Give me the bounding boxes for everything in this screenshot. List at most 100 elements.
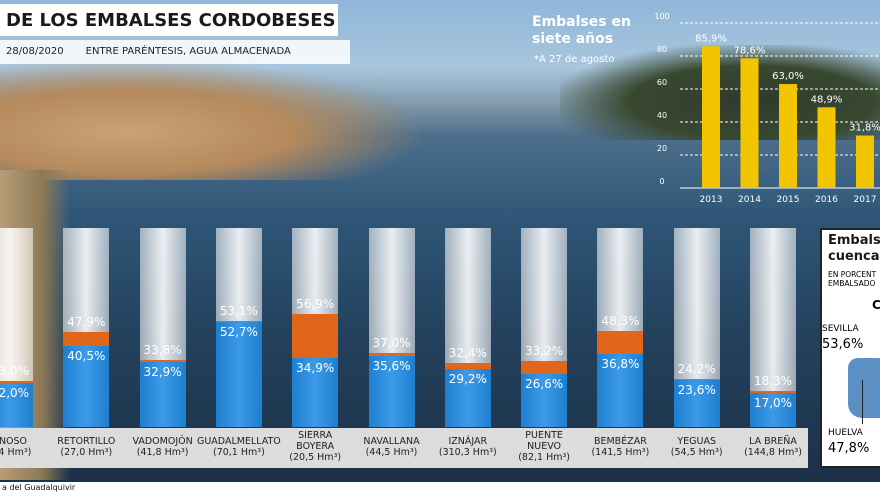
previous-value-label: 32,4% — [448, 345, 487, 360]
current-level-bar — [139, 361, 186, 427]
year-value-label: 48,9% — [811, 94, 843, 105]
reservoir-name-label: ENOSO(..4 Hm³) — [0, 436, 31, 458]
y-tick-label: 0 — [659, 177, 664, 186]
panel-subtitle-line2: EMBALSADO — [828, 279, 876, 288]
previous-value-label: 33,2% — [525, 343, 564, 358]
y-tick-label: 40 — [657, 111, 667, 120]
panel-subtitle-line1: EN PORCENT — [828, 270, 877, 279]
current-value-label: ..2,0% — [0, 386, 30, 401]
current-value-label: 17,0% — [753, 396, 793, 411]
y-tick-label: 20 — [657, 144, 667, 153]
year-value-label: 78,6% — [734, 45, 766, 56]
reservoir-name-label: NAVALLANA (44,5 Hm³) — [363, 436, 419, 458]
reservoir-name: VADOMOJÓN — [132, 436, 193, 447]
previous-value-label: 24,2% — [677, 361, 716, 376]
storage-label: (44,5 Hm³) — [365, 447, 418, 458]
city-label-c: C — [872, 298, 880, 312]
previous-value-label: ..3,0% — [0, 364, 30, 379]
current-value-label: 36,8% — [601, 356, 640, 371]
current-level-bar — [673, 380, 720, 427]
current-value-label: 34,9% — [296, 360, 335, 375]
current-value-label: 35,6% — [372, 359, 411, 374]
reservoir-name: RETORTILLO — [57, 436, 116, 447]
current-level-bar — [444, 368, 491, 427]
panel-subtitle: EN PORCENT EMBALSADO — [828, 270, 876, 288]
year-bar — [779, 84, 797, 188]
year-value-label: 31,8% — [849, 123, 880, 134]
previous-value-label: 56,9% — [296, 296, 335, 311]
source-footer: a del Guadalquivir — [0, 482, 880, 495]
current-level-bar — [521, 374, 568, 427]
year-value-label: 85,9% — [695, 33, 727, 44]
storage-label: (70,1 Hm³) — [212, 447, 265, 458]
reservoir-name-label: RETORTILLO (27,0 Hm³) — [57, 436, 115, 458]
panel-title-line1: Embalse — [828, 233, 880, 248]
reservoir-name: BEMBÉZAR — [593, 436, 647, 447]
current-level-bar — [292, 357, 339, 427]
title-box: DE LOS EMBALSES CORDOBESES — [0, 4, 338, 36]
previous-value-label: 48,3% — [601, 313, 640, 328]
y-tick-label: 100 — [654, 12, 669, 21]
year-bar — [740, 58, 759, 189]
storage-label: (41,8 Hm³) — [136, 447, 189, 458]
current-level-bar — [597, 353, 644, 427]
current-value-label: 40,5% — [67, 349, 106, 364]
note: ENTRE PARÉNTESIS, AGUA ALMACENADA — [85, 46, 291, 57]
year-tick-label: 2014 — [738, 195, 761, 205]
hillside-photo — [0, 60, 420, 180]
current-value-label: 23,6% — [677, 383, 716, 398]
storage-label: (144,8 Hm³) — [744, 447, 802, 458]
storage-label: (54,5 Hm³) — [670, 447, 723, 458]
city-huelva: HUELVA — [828, 428, 863, 438]
year-tick-label: 2013 — [700, 195, 723, 205]
years-chart-subtitle: *A 27 de agosto — [534, 54, 615, 65]
reservoir-name: ENOSO — [0, 436, 28, 447]
reservoir-name: YEGUAS — [677, 436, 717, 447]
reservoir-tube — [139, 228, 186, 427]
year-tick-label: 2016 — [815, 195, 838, 205]
reservoir-name-label: GUADALMELLATO (70,1 Hm³) — [197, 436, 281, 458]
arrow-icon — [862, 380, 863, 424]
previous-value-label: 37,0% — [372, 336, 411, 351]
current-level-bar — [750, 393, 796, 427]
current-value-label: 52,7% — [219, 325, 258, 340]
reservoir-name-label: PUENTE NUEVO (82,1 Hm³) — [518, 430, 570, 463]
year-bar — [702, 46, 720, 188]
reservoir-tube — [292, 228, 339, 427]
date: 28/08/2020 — [6, 46, 64, 57]
reservoir-name-label: LA BREÑA (144,8 Hm³) — [744, 436, 802, 458]
reservoir-name-label: SIERRA BOYERA (20,5 Hm³) — [289, 430, 341, 463]
storage-label: (82,1 Hm³) — [518, 452, 570, 463]
storage-label: (141,5 Hm³) — [591, 447, 650, 458]
reservoir-name-label: BEMBÉZAR (141,5 Hm³) — [591, 436, 649, 458]
reservoir-name: GUADALMELLATO — [196, 436, 281, 447]
y-tick-label: 80 — [657, 45, 667, 54]
reservoir-tube — [63, 228, 110, 427]
reservoir-name-label: IZNÁJAR (310,3 Hm³) — [439, 436, 497, 458]
current-value-label: 32,9% — [143, 364, 182, 379]
reservoir-tube — [0, 228, 33, 427]
storage-label: (..4 Hm³) — [0, 447, 32, 458]
y-tick-label: 60 — [657, 78, 667, 87]
year-tick-label: 2015 — [777, 195, 800, 205]
reservoir-name: IZNÁJAR — [448, 436, 488, 447]
reservoir-tube — [521, 228, 568, 427]
current-level-bar — [63, 346, 110, 427]
reservoir-names-strip: ENOSO(..4 Hm³) RETORTILLO(27,0 Hm³) VADOMO… — [0, 428, 808, 468]
panel-title-line2: cuenca d — [828, 249, 880, 264]
reservoir-tube — [750, 228, 796, 427]
city-sevilla: SEVILLA — [822, 324, 859, 334]
previous-value-label: 33,8% — [143, 342, 182, 357]
current-value-label: 29,2% — [448, 371, 487, 386]
previous-value-label: 53,1% — [219, 304, 258, 319]
current-level-bar — [368, 356, 415, 427]
reservoir-tube — [597, 228, 644, 427]
years-chart-title: Embalses en siete años — [532, 14, 631, 47]
basin-map — [848, 358, 880, 418]
year-bar — [817, 107, 836, 188]
reservoir-name-label: VADOMOJÓN (41,8 Hm³) — [132, 436, 192, 458]
storage-label: (310,3 Hm³) — [438, 447, 497, 458]
panel-title: Embalsecuenca d — [828, 233, 880, 265]
previous-value-label: 47,9% — [67, 314, 106, 329]
